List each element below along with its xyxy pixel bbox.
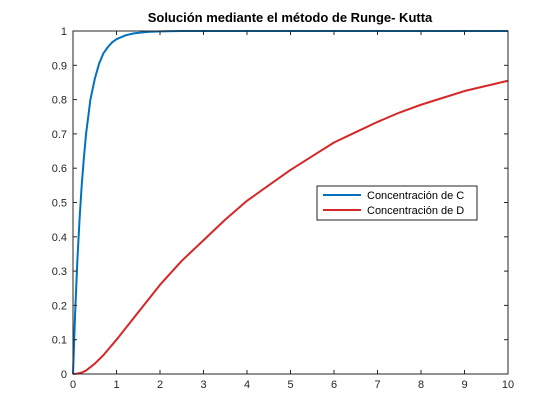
y-tick-label: 0.1 (52, 335, 67, 347)
x-tick-label: 5 (287, 379, 293, 391)
legend: Concentración de C Concentración de D (316, 185, 478, 221)
y-tick-label: 0.3 (52, 266, 67, 278)
x-tick-label: 7 (374, 379, 380, 391)
legend-label-1: Concentración de C (367, 190, 464, 202)
x-tick-label: 10 (502, 379, 514, 391)
y-tick-label: 0 (61, 369, 67, 381)
series-line-2 (72, 79, 509, 375)
y-tick-label: 0.6 (52, 163, 67, 175)
legend-label-2: Concentración de D (367, 205, 464, 217)
x-tick-label: 3 (200, 379, 206, 391)
x-tick-label: 0 (70, 379, 76, 391)
y-tick-label: 0.2 (52, 300, 67, 312)
x-tick-label: 9 (461, 379, 467, 391)
y-tick-label: 0.8 (52, 95, 67, 107)
x-tick-label: 6 (331, 379, 337, 391)
chart-title: Solución mediante el método de Runge- Ku… (148, 10, 433, 25)
x-tick-label: 4 (244, 379, 250, 391)
y-tick-label: 0.9 (52, 60, 67, 72)
legend-box (316, 185, 478, 221)
x-tick-label: 2 (157, 379, 163, 391)
y-tick-label: 0.7 (52, 129, 67, 141)
y-tick-label: 0.4 (52, 232, 67, 244)
x-tick-label: 1 (113, 379, 119, 391)
y-tick-label: 0.5 (52, 198, 67, 210)
y-tick-label: 1 (61, 26, 67, 38)
x-tick-label: 8 (418, 379, 424, 391)
